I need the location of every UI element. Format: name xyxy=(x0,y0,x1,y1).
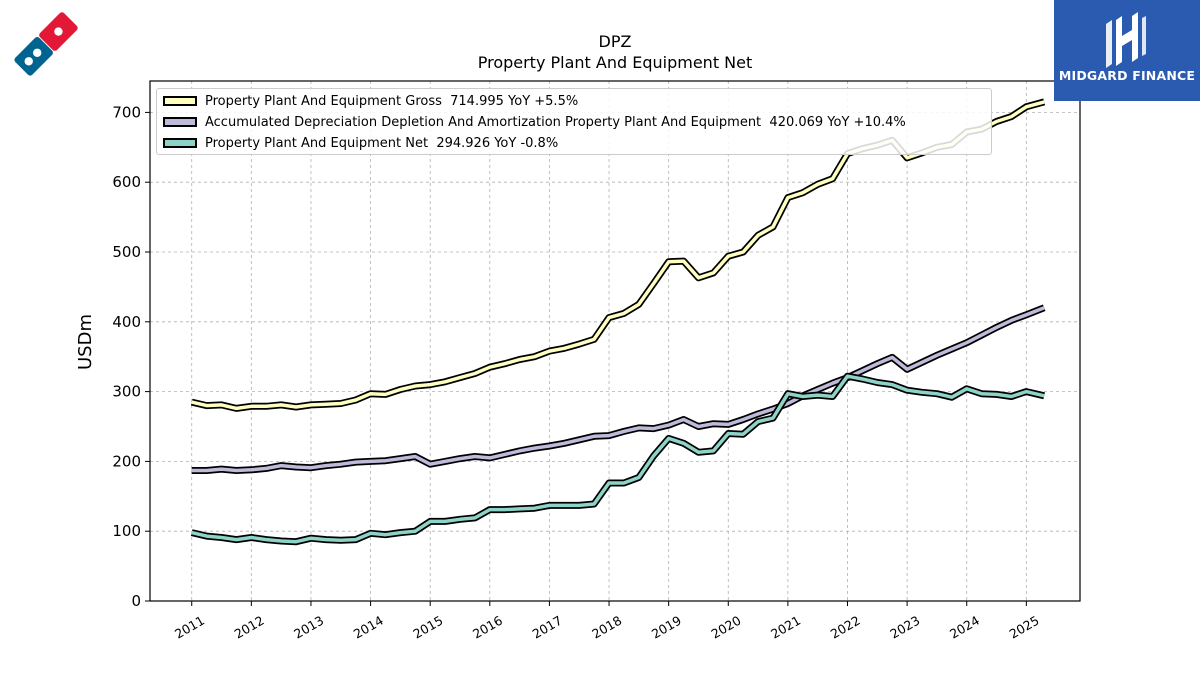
publisher-name: MIDGARD FINANCE xyxy=(1058,68,1196,83)
x-tick-label: 2023 xyxy=(887,613,922,642)
x-tick-label: 2013 xyxy=(291,613,326,642)
x-tick-label: 2012 xyxy=(232,613,267,642)
x-tick-label: 2014 xyxy=(351,613,386,642)
legend-label-depreciation: Accumulated Depreciation Depletion And A… xyxy=(205,114,906,130)
x-axis-ticks: 2011 2012 2013 2014 2015 2016 2017 2018 2019 2020… xyxy=(172,601,1042,642)
dominos-logo-icon xyxy=(6,6,84,84)
legend-swatch-gross xyxy=(163,96,197,106)
y-tick-label: 100 xyxy=(112,522,141,540)
legend-label-gross: Property Plant And Equipment Gross 714.9… xyxy=(205,93,579,109)
x-tick-label: 2017 xyxy=(530,613,565,642)
legend-label-net: Property Plant And Equipment Net 294.926… xyxy=(205,135,559,151)
x-tick-label: 2025 xyxy=(1007,613,1042,642)
x-tick-label: 2018 xyxy=(589,613,624,642)
y-axis-ticks: 0 100 200 300 400 500 600 700 xyxy=(112,103,150,610)
x-tick-label: 2019 xyxy=(649,613,684,642)
x-tick-label: 2020 xyxy=(708,613,743,642)
legend-item-depreciation: Accumulated Depreciation Depletion And A… xyxy=(163,114,906,130)
y-tick-label: 200 xyxy=(112,452,141,470)
y-tick-label: 600 xyxy=(112,173,141,191)
series-1-line xyxy=(191,304,1046,474)
legend-swatch-depreciation xyxy=(163,117,197,127)
y-tick-label: 400 xyxy=(112,313,141,331)
y-tick-label: 700 xyxy=(112,103,141,121)
y-tick-label: 0 xyxy=(131,592,141,610)
gridlines xyxy=(150,81,1080,602)
y-tick-label: 300 xyxy=(112,383,141,401)
chart-subtitle: Property Plant And Equipment Net xyxy=(478,53,753,72)
series-2-stroke xyxy=(191,374,1045,544)
legend-swatch-net xyxy=(163,138,197,148)
series-1-stroke xyxy=(191,306,1045,473)
x-tick-label: 2015 xyxy=(410,613,445,642)
x-tick-label: 2022 xyxy=(828,613,863,642)
x-tick-label: 2021 xyxy=(768,613,803,642)
midgard-finance-logo: MIDGARD FINANCE xyxy=(1054,0,1200,101)
x-tick-label: 2016 xyxy=(470,613,505,642)
y-axis-label: USDm xyxy=(75,314,96,370)
midgard-finance-logo-icon xyxy=(1106,12,1146,68)
chart-legend: Property Plant And Equipment Gross 714.9… xyxy=(156,88,992,155)
x-tick-label: 2024 xyxy=(947,613,982,642)
legend-item-net: Property Plant And Equipment Net 294.926… xyxy=(163,135,558,151)
legend-item-gross: Property Plant And Equipment Gross 714.9… xyxy=(163,93,578,109)
series-2-line xyxy=(190,372,1045,546)
y-tick-label: 500 xyxy=(112,243,141,261)
plot-frame xyxy=(149,80,1081,602)
chart-title: DPZ xyxy=(599,32,632,51)
x-tick-label: 2011 xyxy=(172,613,207,642)
